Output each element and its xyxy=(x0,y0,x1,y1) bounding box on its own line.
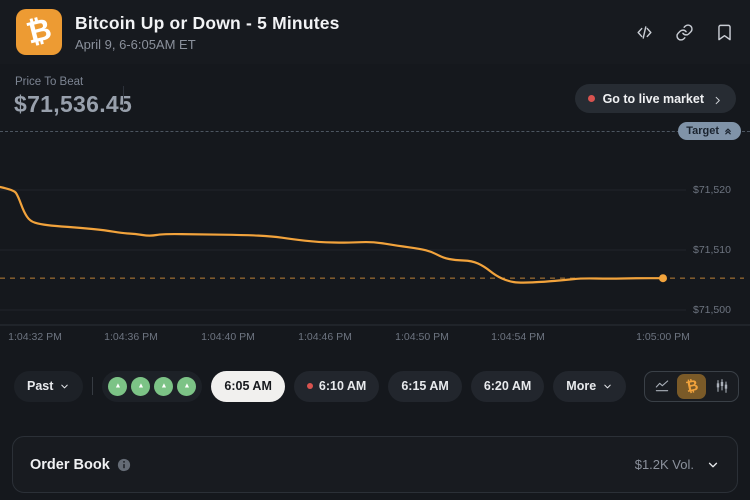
double-chevron-up-icon xyxy=(725,128,731,135)
chevron-right-icon xyxy=(712,93,723,105)
past-result-up[interactable]: ▲ xyxy=(177,376,197,396)
timeframe-pill-6-10-am[interactable]: 6:10 AM xyxy=(293,370,380,402)
more-dropdown[interactable]: More xyxy=(553,370,627,402)
x-tick-label: 1:04:36 PM xyxy=(104,331,158,343)
past-dropdown[interactable]: Past xyxy=(14,370,84,402)
past-result-up[interactable]: ▲ xyxy=(131,376,151,396)
order-book-right: $1.2K Vol. xyxy=(635,457,720,472)
bitcoin-icon: ₿ xyxy=(23,12,55,51)
go-to-live-market-button[interactable]: Go to live market xyxy=(574,84,736,113)
page-subtitle: April 9, 6-6:05AM ET xyxy=(75,36,196,52)
bitcoin-logo: ₿ xyxy=(16,9,62,55)
target-label: Target xyxy=(686,125,719,137)
arrow-up-icon: ▲ xyxy=(114,382,122,389)
timeframe-label: 6:20 AM xyxy=(483,379,532,393)
x-tick-label: 1:04:32 PM xyxy=(8,331,62,343)
order-book-volume: $1.2K Vol. xyxy=(634,457,694,472)
order-book-title: Order Book xyxy=(30,456,110,473)
bitcoin-icon: ₿ xyxy=(683,376,700,396)
page-title: Bitcoin Up or Down - 5 Minutes xyxy=(75,12,340,33)
timeframe-pill-6-05-am[interactable]: 6:05 AM xyxy=(211,370,285,402)
arrow-up-icon: ▲ xyxy=(160,382,168,389)
timeframe-label: 6:05 AM xyxy=(224,379,272,393)
x-tick-label: 1:04:54 PM xyxy=(491,331,545,343)
header-actions xyxy=(635,23,734,42)
link-icon[interactable] xyxy=(675,23,694,42)
go-to-live-market-label: Go to live market xyxy=(602,91,704,106)
timeframe-pills: 6:05 AM 6:10 AM 6:15 AM 6:20 AM xyxy=(211,370,545,402)
vertical-divider xyxy=(123,86,124,110)
price-row: Price To Beat $71,536.45 Go to live mark… xyxy=(0,72,750,120)
order-book-panel[interactable]: Order Book $1.2K Vol. xyxy=(12,436,738,493)
chevron-down-icon xyxy=(604,384,611,388)
timeframe-controls: Past ▲ ▲ ▲ ▲ 6:05 AM 6:10 AM 6:15 AM 6:20 AM M… xyxy=(0,370,750,402)
timeframe-pill-6-20-am[interactable]: 6:20 AM xyxy=(470,370,545,402)
controls-divider xyxy=(92,377,94,395)
info-icon[interactable] xyxy=(117,458,131,472)
past-result-up[interactable]: ▲ xyxy=(154,376,174,396)
chart-type-bitcoin-icon[interactable]: ₿ xyxy=(677,373,707,399)
last-price-dot xyxy=(659,274,667,283)
chart-type-switcher: ₿ xyxy=(644,370,740,402)
chevron-down-icon xyxy=(61,384,69,388)
chart-type-line-chart-icon[interactable] xyxy=(647,374,676,399)
past-result-up[interactable]: ▲ xyxy=(108,376,128,396)
chart-type-candlestick-icon[interactable] xyxy=(707,374,736,399)
arrow-up-icon: ▲ xyxy=(183,382,191,389)
target-price-line xyxy=(0,131,750,132)
price-to-beat-value: $71,536.45 xyxy=(14,91,133,117)
x-tick-label: 1:04:46 PM xyxy=(298,331,352,343)
target-badge[interactable]: Target xyxy=(678,122,741,140)
timeframe-label: 6:15 AM xyxy=(401,379,449,393)
price-line-series xyxy=(0,185,665,284)
y-tick-label: $71,520 xyxy=(693,184,731,196)
x-tick-label: 1:04:40 PM xyxy=(201,331,255,343)
chevron-down-icon[interactable] xyxy=(706,458,720,472)
live-dot-icon xyxy=(587,95,595,102)
timeframe-pill-6-15-am[interactable]: 6:15 AM xyxy=(388,370,462,402)
chart-canvas xyxy=(0,185,750,326)
price-to-beat-label: Price To Beat xyxy=(15,76,84,88)
x-tick-label: 1:05:00 PM xyxy=(636,331,690,343)
code-embed-icon[interactable] xyxy=(635,23,654,42)
price-chart[interactable]: $71,520 $71,510 $71,500 1:04:32 PM 1:04:36 … xyxy=(0,140,750,345)
past-dropdown-label: Past xyxy=(27,379,54,393)
header-text: Bitcoin Up or Down - 5 Minutes April 9, … xyxy=(75,13,340,52)
header: ₿ Bitcoin Up or Down - 5 Minutes April 9… xyxy=(0,0,750,64)
bookmark-icon[interactable] xyxy=(715,23,734,42)
live-dot-icon xyxy=(306,383,313,389)
more-dropdown-label: More xyxy=(566,379,597,393)
recent-results-strip[interactable]: ▲ ▲ ▲ ▲ xyxy=(102,370,203,402)
y-tick-label: $71,500 xyxy=(693,304,731,316)
x-tick-label: 1:04:50 PM xyxy=(395,331,449,343)
arrow-up-icon: ▲ xyxy=(137,382,145,389)
timeframe-label: 6:10 AM xyxy=(318,379,367,393)
y-tick-label: $71,510 xyxy=(693,244,731,256)
